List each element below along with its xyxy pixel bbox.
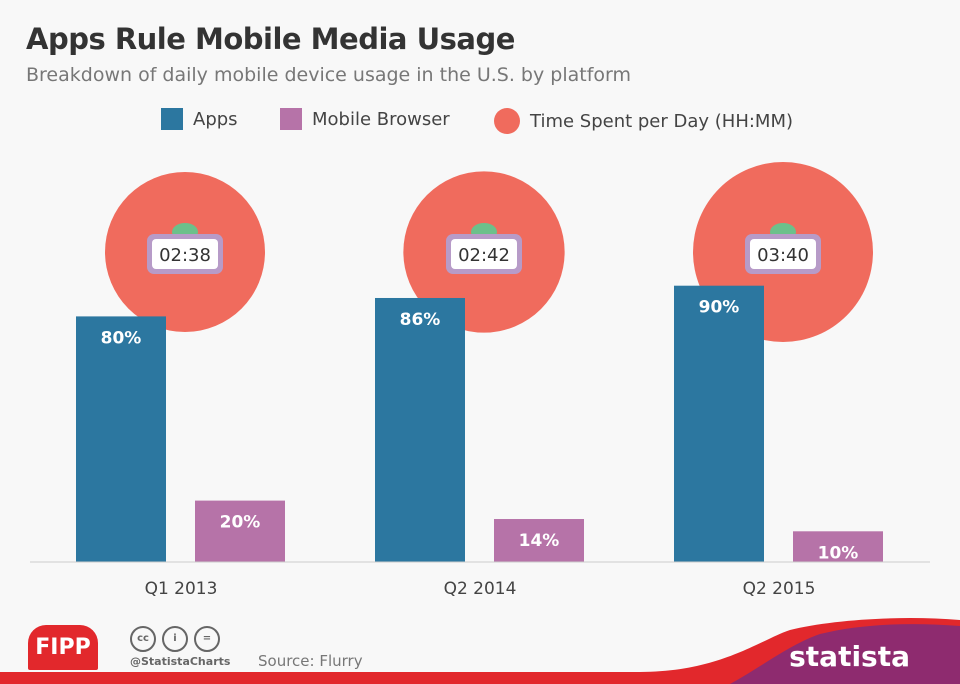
bar-value-label: 10% bbox=[818, 543, 859, 563]
legend-label: Mobile Browser bbox=[312, 108, 450, 130]
bar-value-label: 14% bbox=[519, 531, 560, 551]
cc-icon: cc bbox=[130, 626, 156, 652]
statista-band bbox=[730, 624, 960, 684]
source: Source: Flurry bbox=[258, 652, 363, 670]
bar-value-label: 20% bbox=[220, 513, 261, 533]
x-tick-label: Q2 2015 bbox=[743, 579, 816, 599]
legend-swatch-browser bbox=[280, 108, 302, 130]
x-tick-label: Q2 2014 bbox=[444, 579, 517, 599]
legend-time: Time Spent per Day (HH:MM) bbox=[494, 108, 793, 134]
fipp-logo: FIPP bbox=[28, 625, 98, 670]
browser-bar bbox=[494, 519, 584, 562]
legend-swatch-time bbox=[494, 108, 520, 134]
statista-logo: statista bbox=[789, 640, 910, 673]
chart-title: Apps Rule Mobile Media Usage bbox=[26, 22, 515, 56]
legend-label: Time Spent per Day (HH:MM) bbox=[530, 110, 794, 132]
clock-face bbox=[451, 239, 517, 269]
legend-apps: Apps bbox=[161, 108, 238, 130]
time-label: 02:38 bbox=[159, 245, 211, 266]
legend-label: Apps bbox=[193, 108, 238, 130]
legend-browser: Mobile Browser bbox=[280, 108, 450, 130]
browser-bar bbox=[195, 500, 285, 562]
noderivs-icon: = bbox=[194, 626, 220, 652]
legend: Apps Mobile Browser Time Spent per Day (… bbox=[0, 108, 960, 138]
attribution-icon: i bbox=[162, 626, 188, 652]
time-label: 03:40 bbox=[757, 245, 809, 266]
bar-value-label: 90% bbox=[699, 298, 740, 318]
footer-band bbox=[0, 618, 960, 684]
time-label: 02:42 bbox=[458, 245, 510, 266]
bar-value-label: 86% bbox=[400, 310, 441, 330]
apps-bar bbox=[375, 297, 465, 562]
browser-bar bbox=[793, 531, 883, 562]
clock-face bbox=[750, 239, 816, 269]
apps-bar bbox=[674, 285, 764, 562]
apps-bar bbox=[76, 316, 166, 562]
twitter-handle[interactable]: @StatistaCharts bbox=[130, 655, 231, 668]
x-tick-label: Q1 2013 bbox=[145, 579, 218, 599]
clock-face bbox=[152, 239, 218, 269]
legend-swatch-apps bbox=[161, 108, 183, 130]
bar-value-label: 80% bbox=[101, 328, 142, 348]
chart-subtitle: Breakdown of daily mobile device usage i… bbox=[26, 64, 632, 86]
